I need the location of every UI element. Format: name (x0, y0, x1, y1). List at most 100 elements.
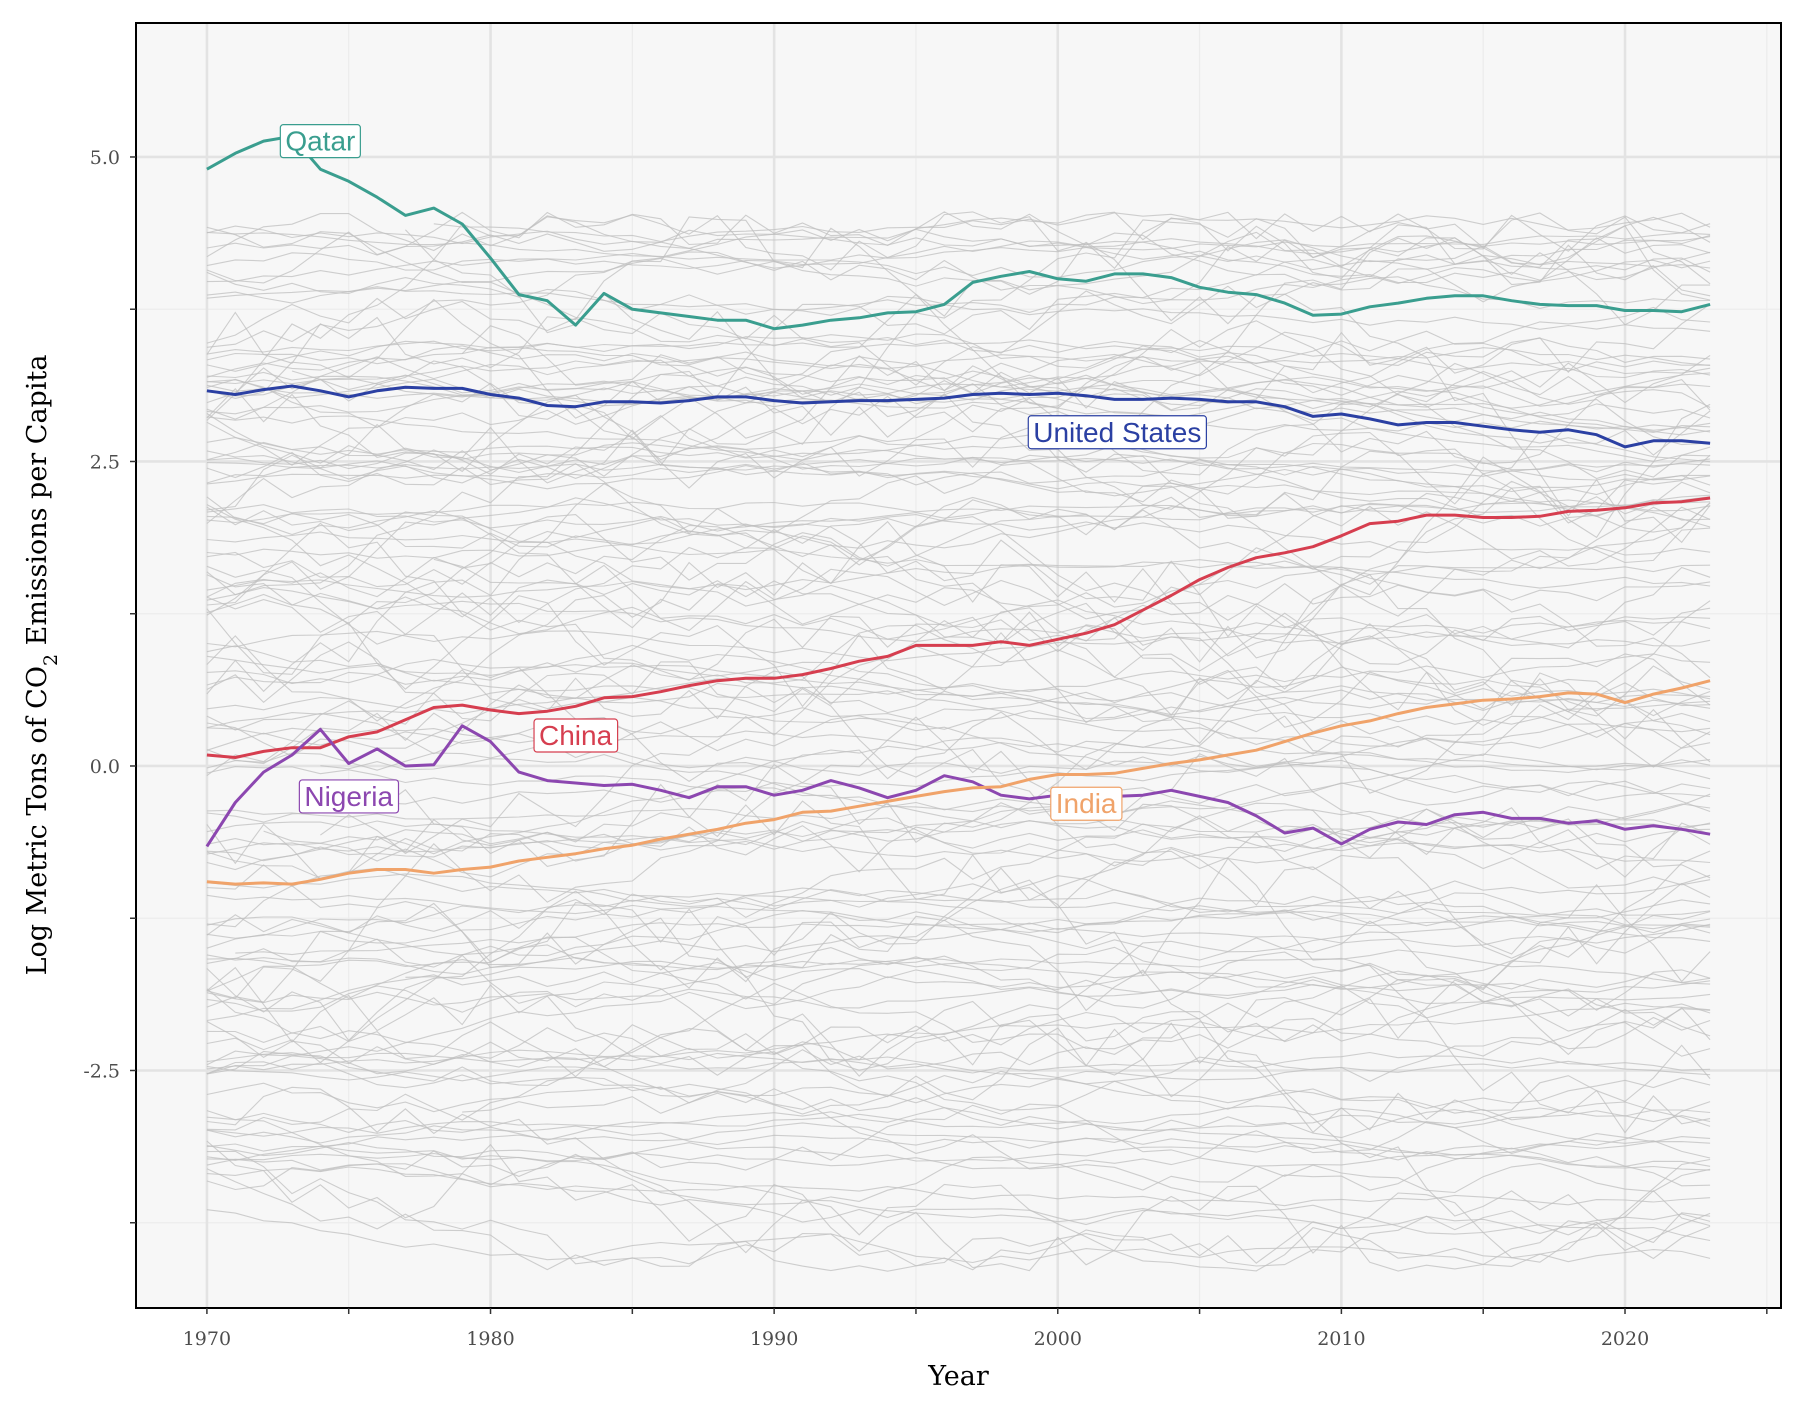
background-series-line (206, 1105, 1711, 1141)
background-series-line (206, 753, 1711, 820)
background-series-line (206, 506, 1711, 620)
series-label-china: China (533, 718, 619, 753)
background-series-line (206, 1145, 1711, 1242)
background-series-line (206, 286, 1711, 332)
background-series-line (206, 1101, 1711, 1191)
series-label-text: China (539, 720, 613, 751)
background-series-line (206, 956, 1711, 1004)
y-axis-title-suffix: Emissions per Capita (22, 355, 53, 654)
series-line-india (206, 679, 1711, 886)
background-series-line (206, 216, 1711, 348)
background-series-line (206, 908, 1711, 975)
plot-background (136, 23, 1781, 1308)
background-series-line (206, 371, 1711, 433)
background-series-line (206, 882, 1711, 1071)
background-series-line (206, 496, 1711, 665)
background-series-line (461, 293, 1711, 465)
background-series-line (206, 1166, 1711, 1207)
background-series-line (206, 362, 1711, 537)
background-series-line (206, 873, 1711, 942)
background-series-line (206, 384, 1711, 431)
y-axis-title-subscript: 2 (40, 654, 62, 666)
background-series-line (206, 1016, 1711, 1111)
series-line-qatar (206, 134, 1711, 331)
background-series-line (206, 985, 1711, 1087)
background-series-line (206, 345, 1711, 396)
y-tick-label: -2.5 (83, 1060, 120, 1082)
background-series-line (206, 688, 1711, 730)
background-series-line (206, 920, 1711, 1077)
x-tick-label: 1970 (183, 1328, 231, 1350)
plot-border (135, 22, 1782, 1309)
series-label-text: United States (1033, 417, 1201, 448)
background-series-line (206, 741, 1711, 794)
background-series-line (206, 454, 1711, 722)
background-series-line (206, 803, 1711, 936)
background-series-line (206, 233, 1711, 284)
background-series-line (206, 485, 1711, 624)
background-series-line (206, 331, 1711, 420)
background-series-line (206, 403, 1711, 724)
y-tick-label: 5.0 (90, 147, 120, 169)
background-series-line (206, 340, 1711, 409)
series-label-box (279, 124, 361, 159)
background-series-line (206, 211, 1711, 278)
y-axis-title: Log Metric Tons of CO2 Emissions per Cap… (22, 355, 62, 976)
background-series-line (206, 347, 1711, 385)
background-series-line (206, 936, 1711, 1057)
background-series-line (206, 1107, 1711, 1152)
background-series-line (206, 1158, 1711, 1234)
x-tick-label: 1990 (750, 1328, 798, 1350)
background-series-line (263, 780, 1711, 845)
series-label-box (1027, 415, 1207, 450)
series-label-text: Qatar (285, 126, 355, 157)
background-series-line (206, 480, 1711, 642)
series-label-text: India (1056, 788, 1117, 819)
background-series-line (235, 922, 1711, 956)
series-label-box (1050, 786, 1123, 821)
x-axis: 1970 1980 1990 2000 2010 2020 (183, 1308, 1768, 1350)
background-series-line (206, 716, 1711, 928)
background-series-line (206, 211, 1711, 421)
background-series-line (206, 1086, 1711, 1272)
x-axis-title: Year (927, 1361, 989, 1392)
background-series-line (206, 1051, 1711, 1082)
background-series-line (206, 237, 1711, 386)
series-line-china (206, 496, 1711, 759)
background-series-line (206, 455, 1711, 528)
highlighted-series (205, 134, 1711, 886)
background-series-line (206, 611, 1711, 777)
background-series-line (206, 909, 1711, 961)
background-series-line (206, 225, 1711, 271)
background-series-line (206, 596, 1711, 782)
background-series-line (206, 231, 1711, 261)
background-series-line (206, 226, 1711, 372)
background-series-line (206, 1168, 1711, 1272)
background-series-line (206, 504, 1711, 556)
background-series-line (206, 531, 1711, 589)
background-series-line (206, 848, 1711, 1008)
background-series-line (433, 212, 1711, 243)
background-series-line (206, 1113, 1711, 1155)
background-series-line (206, 1116, 1711, 1206)
background-series-line (206, 626, 1711, 662)
background-series-line (206, 1150, 1711, 1267)
highlighted-series-labels: Qatar United States China Nigeria India (279, 124, 1207, 821)
background-series-line (206, 966, 1711, 1244)
y-tick-label: 2.5 (90, 451, 120, 473)
background-series-line (206, 874, 1711, 939)
background-series-line (206, 492, 1711, 598)
background-series-line (206, 894, 1711, 926)
background-series-line (206, 306, 1711, 428)
background-series-line (206, 1209, 1711, 1264)
background-series-line (206, 670, 1711, 747)
background-series-line (206, 364, 1711, 480)
series-line-nigeria (205, 724, 1711, 848)
series-label-qatar: Qatar (279, 124, 361, 159)
series-label-box (533, 718, 619, 753)
series-label-united-states: United States (1027, 415, 1207, 450)
y-axis: -2.5 0.0 2.5 5.0 (83, 147, 136, 1224)
series-label-india: India (1050, 786, 1123, 821)
background-series-line (206, 802, 1711, 890)
background-series-line (206, 980, 1711, 1009)
